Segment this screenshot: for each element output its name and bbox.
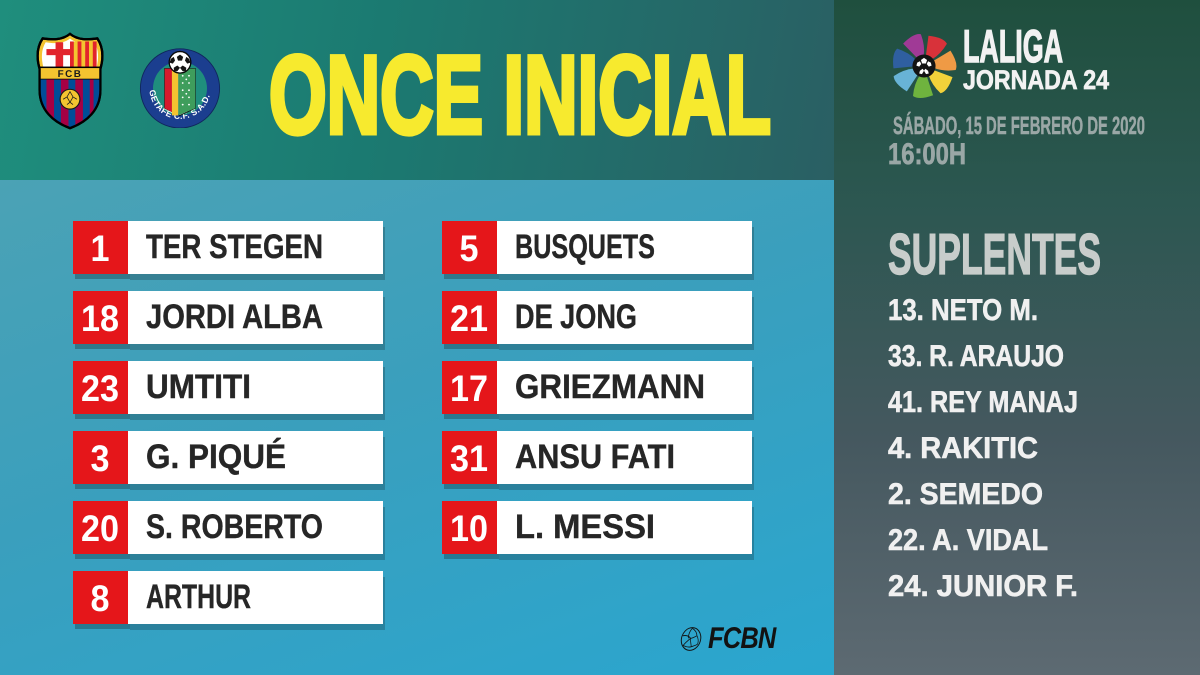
svg-text:TER STEGEN: TER STEGEN [146,228,323,266]
svg-text:UMTITI: UMTITI [146,368,251,406]
svg-text:3: 3 [91,438,110,479]
svg-text:ONCE INICIAL: ONCE INICIAL [269,33,771,157]
svg-text:SUPLENTES: SUPLENTES [888,222,1101,287]
svg-text:33. R. ARAUJO: 33. R. ARAUJO [888,340,1064,373]
svg-text:8: 8 [91,578,110,619]
svg-text:ARTHUR: ARTHUR [146,578,251,616]
svg-text:G. PIQUÉ: G. PIQUÉ [146,437,286,476]
svg-text:L. MESSI: L. MESSI [515,508,655,546]
svg-text:5: 5 [460,228,479,269]
svg-text:21: 21 [450,298,488,339]
svg-text:2. SEMEDO: 2. SEMEDO [888,478,1043,511]
svg-text:FCB: FCB [58,68,83,79]
svg-text:1: 1 [91,228,110,269]
svg-text:S. ROBERTO: S. ROBERTO [146,508,323,546]
svg-text:17: 17 [450,368,488,409]
svg-text:13. NETO M.: 13. NETO M. [888,294,1038,327]
svg-text:31: 31 [450,438,488,479]
svg-text:10: 10 [450,508,488,549]
svg-text:18: 18 [81,298,119,339]
svg-text:ANSU FATI: ANSU FATI [515,438,675,476]
svg-text:JORNADA 24: JORNADA 24 [963,65,1109,95]
svg-text:SÁBADO, 15 DE FEBRERO DE 2020: SÁBADO, 15 DE FEBRERO DE 2020 [893,111,1145,140]
svg-text:GRIEZMANN: GRIEZMANN [515,368,705,406]
svg-text:BUSQUETS: BUSQUETS [515,228,655,266]
svg-text:22. A. VIDAL: 22. A. VIDAL [888,524,1048,557]
svg-text:DE JONG: DE JONG [515,298,637,336]
svg-text:20: 20 [81,508,119,549]
svg-text:JORDI ALBA: JORDI ALBA [146,298,323,336]
svg-text:41. REY MANAJ: 41. REY MANAJ [888,386,1078,419]
svg-text:24. JUNIOR F.: 24. JUNIOR F. [888,570,1078,603]
svg-text:16:00H: 16:00H [888,138,966,171]
svg-text:23: 23 [81,368,119,409]
svg-text:4. RAKITIC: 4. RAKITIC [888,432,1038,465]
